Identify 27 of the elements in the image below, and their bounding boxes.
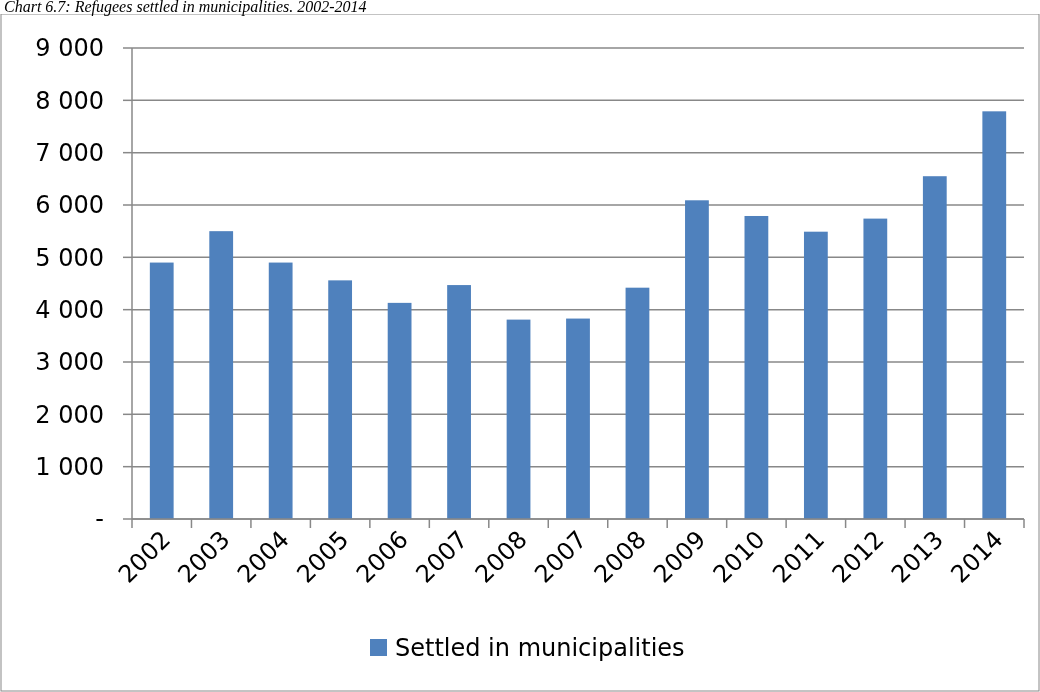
bar <box>209 231 234 519</box>
bar <box>625 287 650 519</box>
y-tick-label: 1 000 <box>35 453 104 482</box>
bar <box>982 111 1007 519</box>
y-tick-label: 6 000 <box>35 191 104 220</box>
bar <box>803 231 828 519</box>
chart-title: Chart 6.7: Refugees settled in municipalities. 2002-2014 <box>4 0 367 16</box>
bar <box>328 280 353 519</box>
y-tick-label: 8 000 <box>35 86 104 115</box>
y-tick-label: 2 000 <box>35 400 104 429</box>
bar <box>149 262 174 519</box>
y-tick-label: 5 000 <box>35 243 104 272</box>
legend-label: Settled in municipalities <box>395 634 685 663</box>
bar <box>506 319 531 519</box>
bar <box>685 200 709 519</box>
bar <box>744 215 769 519</box>
y-tick-label: 4 000 <box>35 296 104 325</box>
y-tick-label: - <box>95 505 104 534</box>
y-tick-label: 7 000 <box>35 139 104 168</box>
bar <box>863 218 888 519</box>
bar <box>268 262 293 519</box>
bar <box>922 176 947 519</box>
y-tick-label: 9 000 <box>35 34 104 63</box>
bar <box>566 318 590 519</box>
bar <box>447 285 471 519</box>
y-tick-label: 3 000 <box>35 348 104 377</box>
bar <box>387 302 412 519</box>
